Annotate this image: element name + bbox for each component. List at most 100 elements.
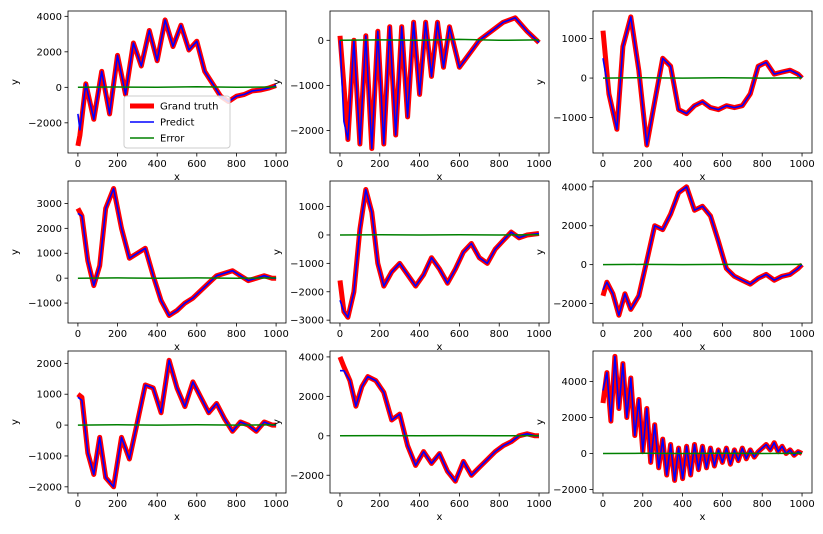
y-tick-label: −2000 <box>28 482 62 493</box>
y-tick-label: 1000 <box>299 202 324 213</box>
x-tick-label: 200 <box>108 329 127 340</box>
x-tick-label: 400 <box>148 499 167 510</box>
y-axis-label: y <box>535 79 546 85</box>
x-tick-label: 1000 <box>526 499 551 510</box>
y-tick-label: 2000 <box>37 359 62 370</box>
x-tick-label: 400 <box>673 159 692 170</box>
x-tick-label: 1000 <box>263 499 288 510</box>
x-tick-label: 0 <box>75 159 81 170</box>
axes-frame <box>329 180 550 324</box>
series-group <box>337 187 540 320</box>
x-tick-label: 200 <box>370 499 389 510</box>
x-tick-label: 800 <box>227 159 246 170</box>
subplot-3: 0 200 400 600 800 1000 −1000 0 1000 x y <box>535 10 815 183</box>
axes-frame <box>592 180 813 324</box>
x-tick-label: 800 <box>490 159 509 170</box>
x-tick-label: 800 <box>490 329 509 340</box>
y-tick-label: −1000 <box>290 81 324 92</box>
y-axis-label: y <box>10 249 21 255</box>
series-line-predict <box>602 16 803 146</box>
series-line-error <box>77 86 277 89</box>
series-group <box>76 357 277 490</box>
y-tick-label: −1000 <box>28 451 62 462</box>
x-axis-label: x <box>700 512 706 523</box>
y-tick-label: 4000 <box>37 12 62 23</box>
y-axis-label: y <box>272 79 283 85</box>
x-tick-label: 400 <box>410 329 429 340</box>
x-axis-label: x <box>174 342 180 353</box>
x-tick-label: 0 <box>600 159 606 170</box>
axes-frame <box>67 10 287 154</box>
y-axis-label: y <box>272 249 283 255</box>
y-tick-label: −3000 <box>290 316 324 327</box>
x-tick-label: 800 <box>753 499 772 510</box>
series-group <box>75 17 277 147</box>
subplot-9: 0 200 400 600 800 1000 −2000 0 2000 4000 x y <box>535 350 815 523</box>
series-line-predict <box>339 16 540 150</box>
x-tick-label: 800 <box>490 499 509 510</box>
x-tick-label: 0 <box>600 329 606 340</box>
x-tick-label: 800 <box>753 329 772 340</box>
y-tick-label: −2000 <box>290 287 324 298</box>
x-tick-label: 400 <box>673 499 692 510</box>
x-tick-label: 600 <box>187 499 206 510</box>
y-tick-label: −2000 <box>553 299 587 310</box>
y-tick-label: −1000 <box>28 299 62 310</box>
y-axis-label: y <box>272 419 283 425</box>
x-tick-label: 600 <box>450 159 469 170</box>
y-tick-label: 1000 <box>562 34 587 45</box>
y-tick-label: 3000 <box>37 199 62 210</box>
y-tick-label: −2000 <box>28 118 62 129</box>
series-group <box>600 184 804 318</box>
x-tick-label: 0 <box>337 499 343 510</box>
axes-frame <box>329 350 550 494</box>
subplot-1: 0 200 400 600 800 1000 −2000 0 2000 4000 x y Grand t… <box>10 10 289 183</box>
series-line-predict <box>340 369 539 483</box>
y-tick-label: −2000 <box>290 126 324 137</box>
series-group <box>600 14 804 148</box>
y-tick-label: 4000 <box>299 352 324 363</box>
y-axis-label: y <box>10 419 21 425</box>
y-tick-label: 4000 <box>562 182 587 193</box>
series-group <box>337 15 541 151</box>
subplot-8: 0 200 400 600 800 1000 −2000 0 2000 4000 x y <box>272 350 552 523</box>
y-tick-label: 2000 <box>562 221 587 232</box>
x-axis-label: x <box>700 342 706 353</box>
x-tick-label: 600 <box>713 329 732 340</box>
x-tick-label: 200 <box>370 159 389 170</box>
x-tick-label: 1000 <box>789 329 814 340</box>
x-tick-label: 600 <box>713 499 732 510</box>
y-tick-label: 0 <box>318 431 324 442</box>
y-tick-label: 0 <box>56 274 62 285</box>
x-tick-label: 400 <box>410 159 429 170</box>
x-tick-label: 0 <box>337 159 343 170</box>
y-tick-label: 2000 <box>37 224 62 235</box>
x-tick-label: 200 <box>108 159 127 170</box>
x-axis-label: x <box>174 172 180 183</box>
y-axis-label: y <box>535 249 546 255</box>
y-tick-label: 0 <box>56 421 62 432</box>
y-tick-label: 0 <box>581 74 587 85</box>
x-tick-label: 1000 <box>263 329 288 340</box>
x-tick-label: 600 <box>187 329 206 340</box>
y-tick-label: 4000 <box>562 377 587 388</box>
x-tick-label: 1000 <box>789 159 814 170</box>
y-tick-label: 2000 <box>562 413 587 424</box>
series-line-predict <box>77 359 277 488</box>
series-line-predict <box>602 186 803 317</box>
x-axis-label: x <box>437 172 443 183</box>
x-tick-label: 600 <box>450 499 469 510</box>
x-tick-label: 600 <box>450 329 469 340</box>
x-tick-label: 0 <box>337 329 343 340</box>
series-group <box>600 353 804 483</box>
y-tick-label: 1000 <box>37 249 62 260</box>
x-axis-label: x <box>437 342 443 353</box>
x-tick-label: 200 <box>633 499 652 510</box>
x-tick-label: 1000 <box>526 159 551 170</box>
x-tick-label: 1000 <box>263 159 288 170</box>
y-tick-label: 2000 <box>37 47 62 58</box>
subplot-5: 0 200 400 600 800 1000 −3000 −2000 −1000 0 1000 x y <box>272 180 552 353</box>
y-tick-label: −2000 <box>290 471 324 482</box>
x-tick-label: 400 <box>410 499 429 510</box>
x-tick-label: 0 <box>75 499 81 510</box>
